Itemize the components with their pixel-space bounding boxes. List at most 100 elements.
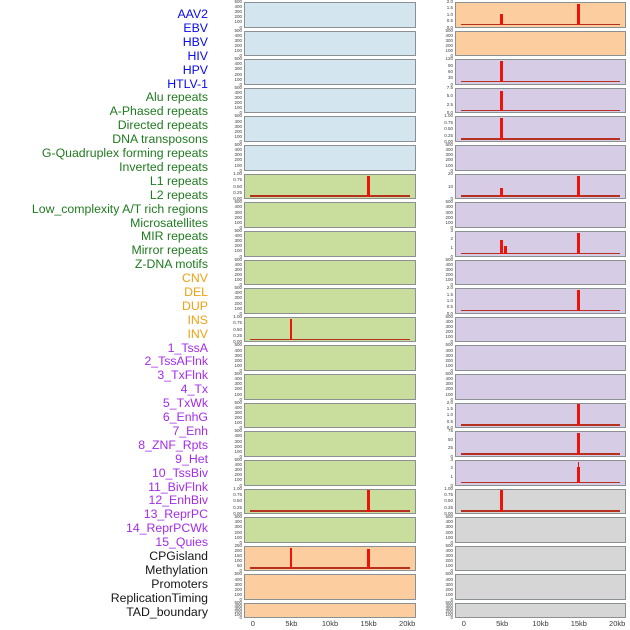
y-tick-label: 20 xyxy=(447,170,453,176)
feature-label: HPV xyxy=(182,62,208,77)
feature-label: Low_complexity A/T rich regions xyxy=(31,201,208,216)
feature-label: 8_ZNF_Rpts xyxy=(138,437,208,452)
signal-baseline xyxy=(461,138,620,140)
y-tick-label: 100 xyxy=(445,591,453,597)
track-panel xyxy=(455,603,626,619)
track-panel xyxy=(455,459,626,486)
y-tick-label: 500 xyxy=(234,55,242,61)
y-tick-label: 0 xyxy=(239,281,242,287)
y-tick-label: 0.75 xyxy=(444,491,453,497)
y-tick-label: 0.75 xyxy=(444,119,453,125)
y-tick-label: 1.00 xyxy=(233,485,242,491)
feature-label: DEL xyxy=(184,285,208,299)
track-panel xyxy=(455,545,626,572)
y-tick-label: 500 xyxy=(234,199,242,205)
signal-baseline xyxy=(461,23,620,26)
y-tick-label: 200 xyxy=(234,472,242,478)
feature-label: MIR repeats xyxy=(141,229,208,244)
signal-baseline xyxy=(250,567,410,569)
y-tick-label: 25 xyxy=(447,445,453,451)
y-tick-label: 200 xyxy=(234,529,242,535)
y-tick-label: 120 xyxy=(445,55,453,61)
track-panel xyxy=(455,2,626,28)
y-tick-label: 500 xyxy=(234,342,242,348)
y-tick-label: 0 xyxy=(239,24,242,30)
y-tick-label: 200 xyxy=(234,14,242,20)
x-axis-tick-label: 20kb xyxy=(399,619,416,628)
y-tick-label: 400 xyxy=(445,375,453,381)
y-tick-label: 400 xyxy=(445,261,453,267)
y-tick-label: 500 xyxy=(234,456,242,462)
track-panel xyxy=(244,488,416,515)
y-tick-label: 0 xyxy=(239,453,242,459)
feature-label: 1_TssA xyxy=(167,340,208,355)
feature-label: 14_ReprPCWk xyxy=(125,521,208,536)
signal-baseline xyxy=(461,195,620,197)
signal-baseline xyxy=(461,453,620,455)
y-tick-label: 500 xyxy=(234,599,242,605)
y-tick-label: 100 xyxy=(445,391,453,397)
y-tick-label: 400 xyxy=(234,290,242,296)
track-panel xyxy=(244,87,416,114)
signal-spike xyxy=(577,175,580,197)
y-tick-label: 100 xyxy=(234,76,242,82)
y-tick-label: 1.00 xyxy=(233,313,242,319)
feature-label: CPGisland xyxy=(149,549,208,563)
y-tick-label: 500 xyxy=(445,513,453,519)
y-tick-label: 0 xyxy=(239,539,242,545)
x-axis-tick-label: 15kb xyxy=(570,619,587,628)
y-tick-label: 0.25 xyxy=(233,189,242,195)
feature-label: Mirror repeats xyxy=(131,243,208,258)
track-panel xyxy=(244,574,416,600)
signal-spike xyxy=(577,290,580,312)
feature-label: 2_TssAFlnk xyxy=(144,354,208,369)
y-tick-label: 100 xyxy=(445,334,453,340)
track-panel xyxy=(244,374,416,400)
y-tick-label: 200 xyxy=(234,99,242,105)
x-axis-tick-label: 10kb xyxy=(532,619,549,628)
y-tick-label: 0 xyxy=(450,339,453,345)
y-tick-label: 1.5 xyxy=(446,5,453,11)
signal-baseline xyxy=(250,510,410,512)
y-tick-label: 300 xyxy=(445,605,453,611)
signal-spike xyxy=(500,187,504,197)
y-tick-label: 100 xyxy=(445,47,453,53)
feature-label: G-Quadruplex forming repeats xyxy=(41,146,208,161)
track-panel xyxy=(244,517,416,543)
y-tick-label: 0 xyxy=(450,482,453,488)
y-tick-label: 500 xyxy=(234,370,242,376)
y-tick-label: 400 xyxy=(234,61,242,67)
track-panel xyxy=(244,402,416,429)
y-tick-label: 100 xyxy=(445,611,453,617)
y-tick-label: 300 xyxy=(445,209,453,215)
y-tick-label: 100 xyxy=(234,362,242,368)
feature-label: 4_Tx xyxy=(180,382,208,397)
feature-label: 13_ReprPC xyxy=(143,507,208,522)
y-tick-label: 0 xyxy=(450,614,453,620)
y-tick-label: 500 xyxy=(234,141,242,147)
y-tick-label: 200 xyxy=(234,608,242,614)
y-tick-label: 300 xyxy=(445,524,453,530)
y-tick-label: 50 xyxy=(236,563,242,568)
y-tick-label: 500 xyxy=(234,0,242,4)
signal-baseline xyxy=(250,338,410,341)
track-panel xyxy=(455,230,626,257)
y-tick-label: 500 xyxy=(234,256,242,262)
y-tick-label: 200 xyxy=(234,157,242,163)
signal-spike xyxy=(577,433,580,455)
y-tick-label: 0 xyxy=(239,224,242,230)
feature-label: DNA transposons xyxy=(112,132,208,147)
y-tick-label: 0 xyxy=(239,138,242,144)
y-tick-label: 30 xyxy=(447,75,453,81)
signal-baseline xyxy=(461,80,620,83)
y-tick-label: 200 xyxy=(234,42,242,48)
y-tick-label: 7.5 xyxy=(446,84,453,90)
y-tick-label: 400 xyxy=(234,519,242,525)
feature-label: CNV xyxy=(182,271,208,286)
y-tick-label: 3 xyxy=(450,456,453,462)
y-tick-label: 300 xyxy=(234,237,242,243)
signal-baseline xyxy=(461,309,620,312)
track-panel xyxy=(244,345,416,372)
y-tick-label: 0.75 xyxy=(233,176,242,182)
y-tick-label: 500 xyxy=(234,513,242,519)
